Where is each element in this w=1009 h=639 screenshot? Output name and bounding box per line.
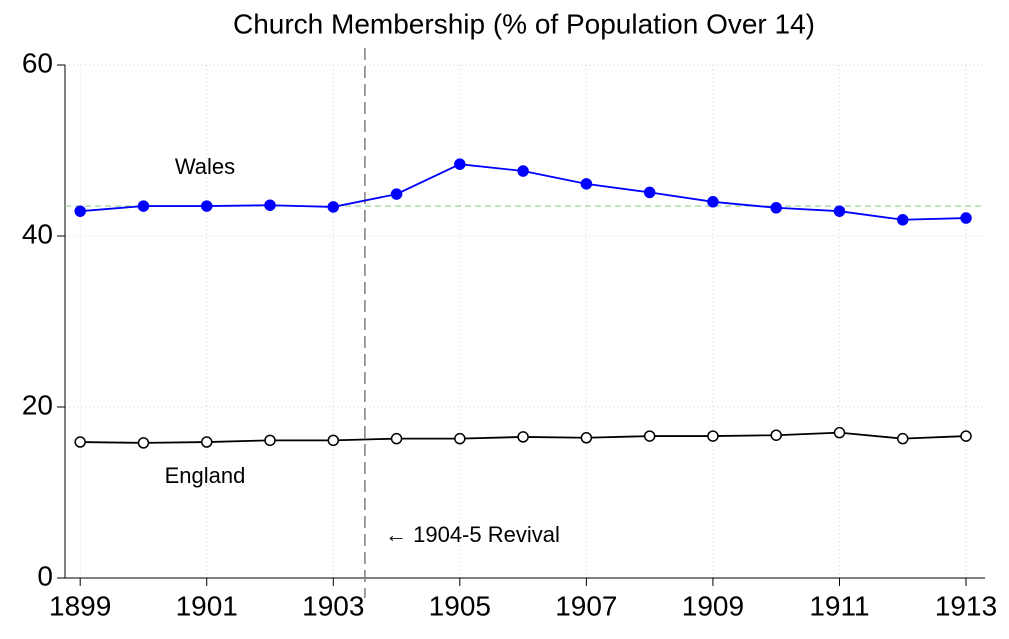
y-tick-label: 0	[37, 560, 53, 591]
x-tick-label: 1913	[935, 590, 997, 621]
x-tick-label: 1905	[429, 590, 491, 621]
data-point	[833, 205, 846, 217]
data-point	[643, 430, 656, 442]
data-point	[74, 205, 86, 217]
data-point	[580, 178, 593, 190]
data-point	[517, 431, 529, 443]
x-tick-label: 1903	[302, 590, 364, 621]
x-tick-label: 1909	[682, 590, 744, 621]
data-point	[137, 437, 150, 449]
data-point	[517, 165, 529, 177]
data-point	[200, 436, 213, 448]
data-point	[390, 432, 403, 445]
data-point	[327, 201, 340, 213]
data-point	[390, 188, 403, 200]
data-point	[707, 430, 719, 442]
data-point	[833, 426, 846, 439]
data-point	[896, 214, 909, 226]
data-point	[264, 434, 276, 447]
data-point	[137, 200, 150, 212]
series-label: Wales	[175, 154, 235, 179]
data-point	[960, 430, 972, 442]
series-label: England	[165, 463, 246, 488]
data-point	[74, 436, 86, 448]
data-point	[770, 429, 782, 441]
y-tick-label: 60	[22, 47, 53, 78]
x-tick-label: 1907	[555, 590, 617, 621]
data-point	[643, 186, 656, 199]
data-point	[327, 434, 340, 447]
data-point	[200, 200, 213, 212]
y-tick-label: 20	[22, 389, 53, 420]
data-point	[454, 432, 466, 445]
chart-title: Church Membership (% of Population Over …	[233, 8, 815, 39]
x-tick-label: 1901	[176, 590, 238, 621]
data-point	[896, 432, 909, 445]
y-tick-label: 40	[22, 218, 53, 249]
x-tick-label: 1911	[809, 590, 869, 621]
annotation: ← 1904-5 Revival	[385, 522, 560, 547]
x-tick-label: 1899	[49, 590, 111, 621]
data-point	[454, 158, 466, 170]
data-point	[264, 199, 276, 211]
data-point	[770, 202, 782, 214]
data-point	[580, 432, 593, 444]
data-point	[707, 196, 719, 208]
data-point	[960, 212, 972, 224]
